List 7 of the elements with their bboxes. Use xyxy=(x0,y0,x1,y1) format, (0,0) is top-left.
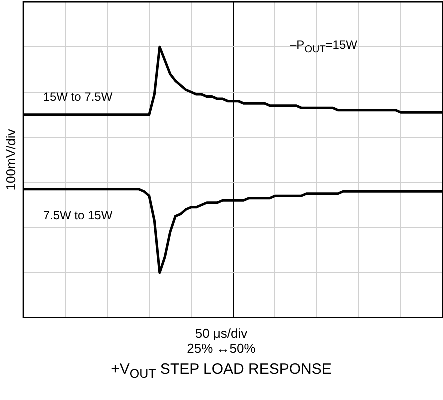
series-label: 15W to 7.5W xyxy=(43,90,114,104)
y-axis-title: 100mV/div xyxy=(3,128,18,191)
series-label: 7.5W to 15W xyxy=(43,208,114,222)
annotation: –P$_{OUT}$=15W xyxy=(290,38,358,56)
text: 25% ↔50% xyxy=(186,341,257,356)
x-axis-title: 50 μs/div xyxy=(194,326,249,341)
text: +V$_{OUT}$ STEP LOAD RESPONSE xyxy=(110,361,333,382)
